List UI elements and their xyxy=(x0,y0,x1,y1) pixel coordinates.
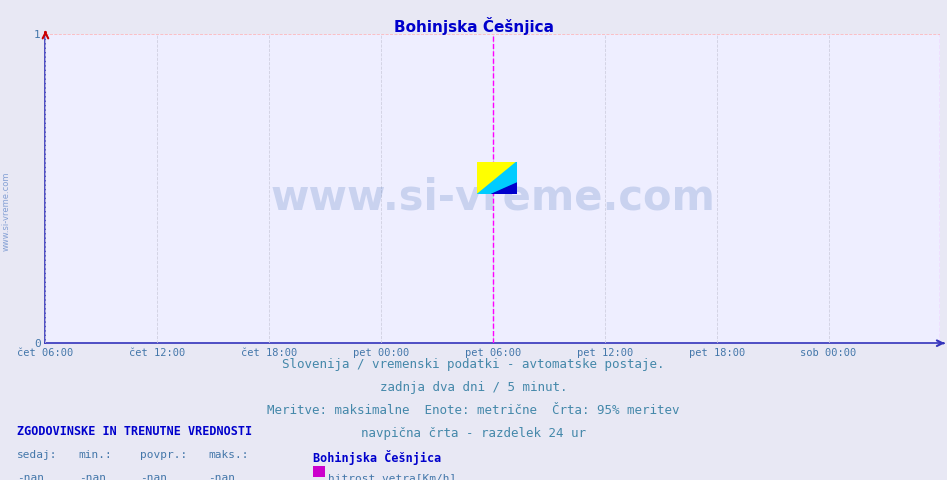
Text: -nan: -nan xyxy=(208,473,236,480)
Text: -nan: -nan xyxy=(79,473,106,480)
Text: zadnja dva dni / 5 minut.: zadnja dva dni / 5 minut. xyxy=(380,381,567,394)
Text: navpična črta - razdelek 24 ur: navpična črta - razdelek 24 ur xyxy=(361,427,586,440)
Text: Bohinjska Češnjica: Bohinjska Češnjica xyxy=(394,17,553,35)
Polygon shape xyxy=(491,183,517,194)
Text: povpr.:: povpr.: xyxy=(140,450,188,460)
Text: -nan: -nan xyxy=(17,473,45,480)
Text: hitrost vetra[Km/h]: hitrost vetra[Km/h] xyxy=(328,473,456,480)
Text: sedaj:: sedaj: xyxy=(17,450,58,460)
Text: Bohinjska Češnjica: Bohinjska Češnjica xyxy=(313,450,440,465)
Text: min.:: min.: xyxy=(79,450,113,460)
Text: Meritve: maksimalne  Enote: metrične  Črta: 95% meritev: Meritve: maksimalne Enote: metrične Črta… xyxy=(267,404,680,417)
Text: ZGODOVINSKE IN TRENUTNE VREDNOSTI: ZGODOVINSKE IN TRENUTNE VREDNOSTI xyxy=(17,425,252,438)
Polygon shape xyxy=(477,162,517,194)
Text: maks.:: maks.: xyxy=(208,450,249,460)
Text: www.si-vreme.com: www.si-vreme.com xyxy=(271,177,715,219)
Polygon shape xyxy=(477,162,517,194)
Text: Slovenija / vremenski podatki - avtomatske postaje.: Slovenija / vremenski podatki - avtomats… xyxy=(282,358,665,371)
Text: -nan: -nan xyxy=(140,473,168,480)
Text: www.si-vreme.com: www.si-vreme.com xyxy=(2,171,11,251)
